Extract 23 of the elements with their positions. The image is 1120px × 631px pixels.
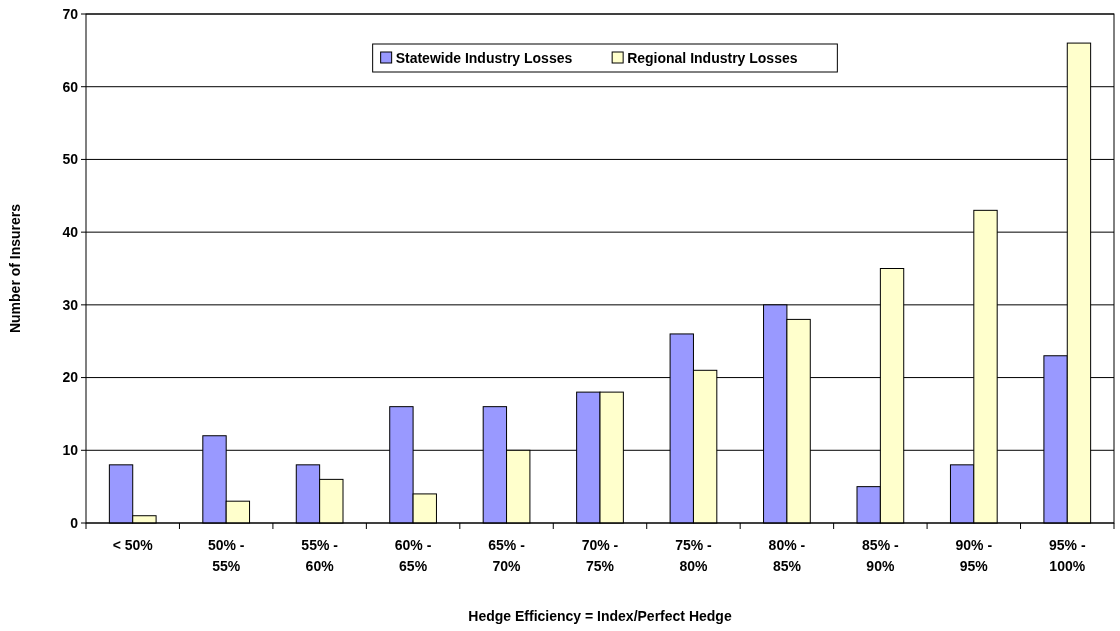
x-axis-title: Hedge Efficiency = Index/Perfect Hedge [468,608,732,624]
y-tick-label: 50 [62,151,79,168]
x-tick-label: 75% - 80% [675,537,713,574]
y-tick-label: 0 [70,514,79,531]
y-tick-label: 20 [62,369,79,386]
x-tick-label: 85% - 90% [862,537,899,574]
legend-label: Statewide Industry Losses [395,49,573,66]
x-tick-label: 65% - 70% [488,537,526,574]
x-tick-label: 80% - 85% [768,537,806,574]
x-tick-label: 60% - 65% [394,537,432,574]
y-tick-label: 30 [62,296,79,313]
y-tick-label: 10 [62,442,79,459]
x-tick-label: 90% - 95% [955,537,993,574]
y-tick-label: 40 [62,224,79,241]
x-tick-label: 70% - 75% [581,537,619,574]
x-tick-label: 50% - 55% [207,537,245,574]
x-tick-label: 95% - 100% [1048,537,1086,574]
x-tick-label: 55% - 60% [301,537,339,574]
legend-label: Regional Industry Losses [627,49,798,66]
y-axis-title: Number of Insurers [7,203,23,334]
y-tick-label: 70 [62,5,79,22]
x-tick-label: < 50% [112,537,154,553]
y-tick-label: 60 [62,78,79,95]
